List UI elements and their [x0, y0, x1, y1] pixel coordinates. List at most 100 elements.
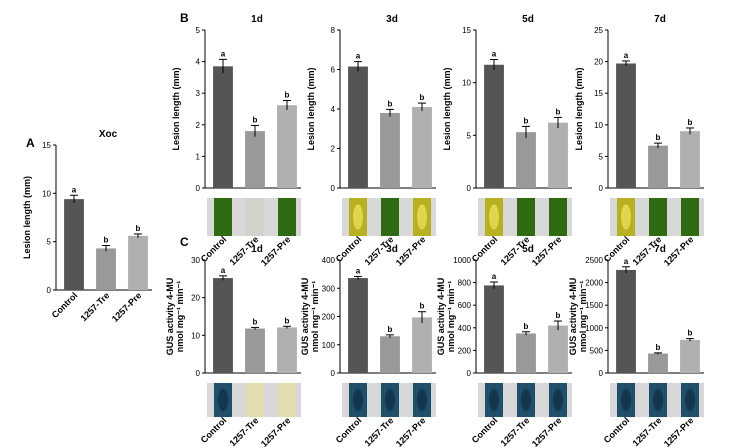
bar-1: [380, 336, 400, 373]
y-tick-label: 5: [467, 131, 472, 140]
significance-label: a: [356, 266, 361, 275]
leaf-sample-1: [517, 198, 535, 236]
leaf-sample-2: [549, 198, 567, 236]
bar-0: [616, 63, 636, 188]
y-axis-label-line1: GUS activity 4-MU: [436, 278, 446, 356]
chart-title: 3d: [386, 244, 398, 255]
y-tick-label: 20: [191, 294, 200, 303]
bar-0: [64, 199, 84, 290]
significance-label: b: [136, 224, 141, 233]
x-tick-label: 1257-Pre: [662, 415, 696, 447]
photo-strip: [610, 198, 704, 236]
significance-label: b: [656, 133, 661, 142]
significance-label: b: [285, 316, 290, 325]
chart-title: 7d: [654, 244, 666, 255]
x-tick-label: 1257-Pre: [259, 234, 293, 268]
lesion-spot: [385, 388, 395, 412]
y-tick-label: 20: [594, 58, 603, 67]
bar-2: [128, 235, 148, 290]
bar-2: [680, 340, 700, 373]
leaf-sample-2: [278, 198, 296, 236]
bar-2: [277, 105, 297, 188]
bar-1: [245, 131, 265, 188]
y-tick-label: 0: [467, 369, 472, 378]
significance-label: b: [420, 93, 425, 102]
y-tick-label: 400: [322, 256, 336, 265]
x-tick-label: Control: [470, 415, 500, 445]
y-tick-label: 1: [196, 152, 201, 161]
bar-1: [516, 333, 536, 373]
y-tick-label: 2: [196, 121, 201, 130]
x-tick-label: 1257-Tre: [228, 415, 261, 447]
y-axis-label: Lesion length (mm): [442, 67, 452, 150]
y-axis-label-line2: nmol mg⁻¹ min⁻¹: [446, 281, 456, 353]
bar-0: [484, 285, 504, 373]
y-tick-label: 5: [196, 26, 201, 35]
x-tick-label: 1257-Pre: [259, 415, 293, 447]
bar-2: [548, 325, 568, 373]
significance-label: b: [556, 311, 561, 320]
y-tick-label: 6: [331, 66, 336, 75]
significance-label: a: [624, 257, 629, 266]
x-tick-label: Control: [602, 415, 632, 445]
x-tick-label: Control: [334, 415, 364, 445]
bar-0: [484, 64, 504, 188]
bar-0: [213, 66, 233, 188]
y-axis-label-line1: GUS activity 4-MU: [568, 278, 578, 356]
y-tick-label: 30: [191, 256, 200, 265]
significance-label: a: [624, 51, 629, 60]
significance-label: a: [221, 266, 226, 275]
photo-strip: [207, 383, 301, 417]
y-tick-label: 0: [47, 286, 52, 295]
y-tick-label: 800: [458, 279, 472, 288]
y-tick-label: 10: [191, 331, 200, 340]
x-tick-label: 1257-Pre: [394, 234, 428, 268]
y-tick-label: 5: [47, 238, 52, 247]
y-tick-label: 1500: [585, 301, 603, 310]
y-tick-label: 3: [196, 89, 201, 98]
photo-strip: [610, 383, 704, 417]
photo-strip: [207, 198, 301, 236]
significance-label: b: [656, 343, 661, 352]
y-axis-label: Lesion length (mm): [574, 67, 584, 150]
y-axis-label: Lesion length (mm): [171, 67, 181, 150]
significance-label: b: [104, 236, 109, 245]
y-axis-label-line2: nmol mg⁻¹ min⁻¹: [310, 281, 320, 353]
lesion-spot: [489, 388, 499, 412]
significance-label: a: [221, 49, 226, 58]
x-tick-label: 1257-Tre: [363, 415, 396, 447]
leaf-sample-0: [214, 198, 232, 236]
bar-0: [348, 66, 368, 188]
photo-strip: [478, 198, 572, 236]
chart-title: 5d: [522, 14, 534, 25]
chart-c3: 3d 0 100 200 300 400 GUS activity 4-MUnmol mg⁻…: [300, 244, 436, 447]
y-tick-label: 0: [196, 369, 201, 378]
chart-title: 1d: [251, 14, 263, 25]
bar-0: [616, 269, 636, 373]
lesion-spot: [218, 388, 228, 412]
x-tick-label: 1257-Tre: [79, 290, 112, 323]
x-tick-label: 1257-Pre: [530, 234, 564, 268]
y-tick-label: 1000: [453, 256, 471, 265]
y-tick-label: 200: [458, 346, 472, 355]
bar-0: [348, 278, 368, 373]
lesion-spot: [685, 388, 695, 412]
y-tick-label: 0: [599, 184, 604, 193]
bar-1: [648, 353, 668, 373]
y-tick-label: 15: [42, 141, 51, 150]
significance-label: b: [556, 107, 561, 116]
significance-label: b: [524, 116, 529, 125]
y-tick-label: 2: [331, 145, 336, 154]
y-axis-label: Lesion length (mm): [22, 176, 32, 259]
y-axis-label: GUS activity 4-MUnmol mg⁻¹ min⁻¹: [165, 278, 185, 356]
significance-label: b: [688, 118, 693, 127]
y-tick-label: 4: [331, 105, 336, 114]
chart-c1: C 1d 0 10 20 30 GUS activity 4-MUnmol mg⁻¹ min…: [165, 235, 301, 447]
y-axis-label-line2: nmol mg⁻¹ min⁻¹: [175, 281, 185, 353]
chart-title: 1d: [251, 244, 263, 255]
leaf-sample-1: [246, 383, 264, 417]
lesion-spot: [417, 204, 427, 230]
bar-1: [648, 145, 668, 188]
significance-label: a: [492, 272, 497, 281]
